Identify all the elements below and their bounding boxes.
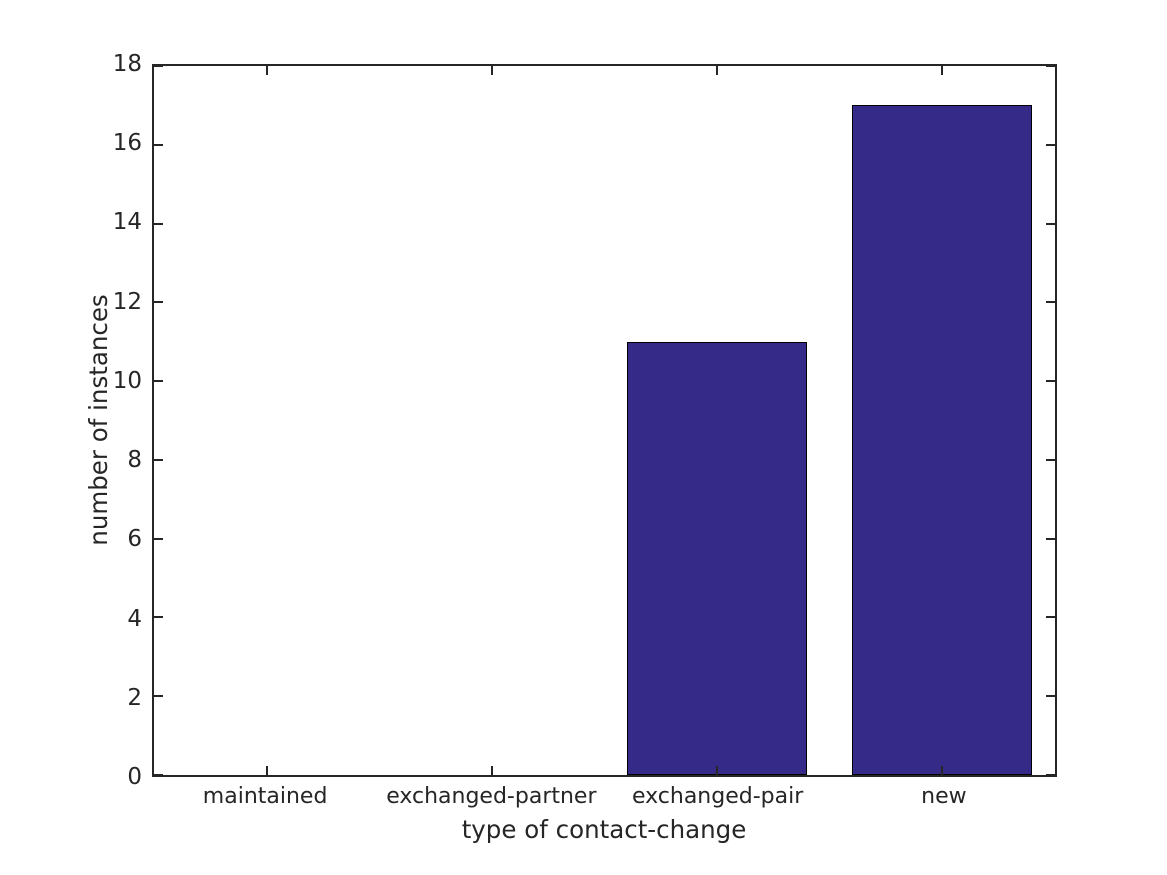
x-tick-mark [941,766,944,775]
y-tick-mark [154,616,163,619]
x-tick-mark [490,766,493,775]
y-tick-mark [1046,143,1055,146]
x-axis-label: type of contact-change [461,815,747,844]
y-tick-label: 0 [127,764,142,790]
y-tick-mark [1046,616,1055,619]
y-tick-label: 6 [127,526,142,553]
y-tick-mark [154,65,163,67]
y-tick-label: 12 [112,288,142,315]
x-tick-label-exchanged-partner: exchanged-partner [386,784,597,809]
y-axis-label: number of instances [84,294,113,546]
y-tick-mark [154,222,163,225]
y-tick-mark [154,774,163,776]
y-tick-mark [1046,301,1055,304]
y-tick-mark [1046,222,1055,225]
x-tick-mark [941,66,944,75]
y-tick-mark [154,537,163,540]
x-tick-label-exchanged-pair: exchanged-pair [631,784,804,809]
x-tick-mark [716,766,719,775]
y-tick-mark [154,458,163,461]
y-tick-label: 14 [112,209,142,236]
y-tick-mark [154,695,163,698]
plot-area [152,64,1057,777]
y-tick-mark [154,380,163,383]
y-tick-mark [1046,695,1055,698]
y-tick-mark [1046,65,1055,67]
y-tick-mark [1046,774,1055,776]
y-tick-label: 2 [127,684,142,711]
x-tick-label-new: new [921,784,967,809]
x-tick-mark [265,766,268,775]
y-tick-mark [1046,458,1055,461]
bar-exchanged-pair [627,341,808,775]
y-tick-mark [154,301,163,304]
y-tick-label: 8 [127,447,142,474]
y-tick-label: 16 [112,130,142,157]
x-tick-mark [265,66,268,75]
y-tick-label: 4 [127,605,142,632]
bar-new [852,105,1033,775]
x-tick-label-maintained: maintained [202,784,328,809]
y-tick-mark [1046,537,1055,540]
y-tick-label: 10 [112,367,142,394]
y-tick-mark [1046,380,1055,383]
y-tick-label: 18 [112,51,142,77]
y-tick-mark [154,143,163,146]
x-tick-mark [490,66,493,75]
x-tick-mark [716,66,719,75]
